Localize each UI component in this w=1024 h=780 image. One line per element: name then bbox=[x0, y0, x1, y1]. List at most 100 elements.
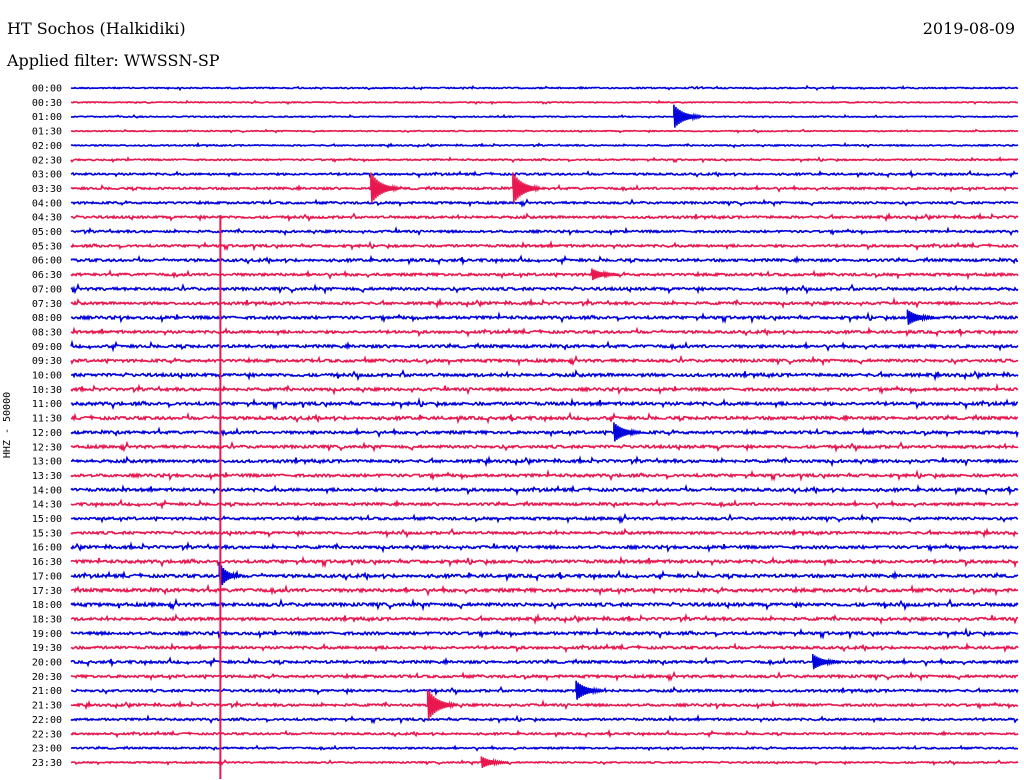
row-time-label: 08:30 bbox=[32, 327, 62, 338]
row-time-label: 19:30 bbox=[32, 643, 62, 654]
recording-date: 2019-08-09 bbox=[922, 19, 1015, 38]
event-burst bbox=[591, 268, 620, 281]
trace-row bbox=[70, 211, 1019, 223]
row-time-label: 02:30 bbox=[32, 155, 62, 166]
row-time-label: 15:00 bbox=[32, 514, 62, 525]
trace-row bbox=[70, 183, 1019, 193]
row-time-label: 11:00 bbox=[32, 399, 62, 410]
row-time-label: 08:00 bbox=[32, 313, 62, 324]
row-time-label: 21:30 bbox=[32, 701, 62, 712]
event-burst bbox=[426, 688, 456, 720]
row-time-label: 23:30 bbox=[32, 758, 62, 769]
trace-row bbox=[70, 84, 1019, 92]
trace-row bbox=[70, 569, 1019, 583]
row-time-label: 01:00 bbox=[32, 112, 62, 123]
row-time-label: 19:00 bbox=[32, 629, 62, 640]
trace-row bbox=[70, 583, 1019, 597]
trace-row bbox=[70, 541, 1019, 554]
event-burst bbox=[906, 309, 936, 325]
row-time-label: 18:30 bbox=[32, 614, 62, 625]
trace-row bbox=[70, 354, 1019, 367]
row-time-label: 07:00 bbox=[32, 284, 62, 295]
trace-row bbox=[70, 597, 1019, 612]
row-time-label: 20:00 bbox=[32, 658, 62, 669]
trace-row bbox=[70, 642, 1019, 654]
trace-row bbox=[70, 468, 1019, 482]
event-burst bbox=[370, 172, 399, 203]
trace-row bbox=[70, 685, 1019, 697]
trace-row bbox=[70, 455, 1019, 468]
trace-row bbox=[70, 254, 1019, 266]
trace-row bbox=[70, 282, 1019, 296]
row-time-label: 14:30 bbox=[32, 500, 62, 511]
row-time-label: 01:30 bbox=[32, 127, 62, 138]
row-time-label: 12:30 bbox=[32, 442, 62, 453]
filter-label: Applied filter: WWSSN-SP bbox=[7, 51, 220, 70]
event-burst bbox=[480, 756, 509, 768]
row-time-label: 14:00 bbox=[32, 485, 62, 496]
row-time-labels: 00:00 00:30 01:00 01:30 02:00 02:30 03:00 03:30… bbox=[32, 84, 62, 769]
row-time-label: 03:00 bbox=[32, 170, 62, 181]
trace-row bbox=[70, 758, 1019, 767]
trace-row bbox=[70, 141, 1019, 149]
trace-row bbox=[70, 269, 1019, 281]
trace-row bbox=[70, 527, 1019, 539]
row-time-label: 11:30 bbox=[32, 414, 62, 425]
row-time-label: 04:30 bbox=[32, 213, 62, 224]
row-time-label: 17:30 bbox=[32, 586, 62, 597]
row-time-label: 00:30 bbox=[32, 98, 62, 109]
row-time-label: 18:00 bbox=[32, 600, 62, 611]
station-title: HT Sochos (Halkidiki) bbox=[7, 19, 186, 38]
row-time-label: 06:00 bbox=[32, 256, 62, 267]
row-time-label: 22:30 bbox=[32, 729, 62, 740]
trace-row bbox=[70, 169, 1019, 179]
row-time-label: 07:30 bbox=[32, 299, 62, 310]
trace-row bbox=[70, 555, 1019, 569]
row-time-label: 17:00 bbox=[32, 571, 62, 582]
row-time-label: 03:30 bbox=[32, 184, 62, 195]
trace-row bbox=[70, 440, 1019, 453]
row-time-label: 12:00 bbox=[32, 428, 62, 439]
row-time-label: 15:30 bbox=[32, 528, 62, 539]
row-time-label: 13:30 bbox=[32, 471, 62, 482]
trace-lines bbox=[70, 84, 1019, 767]
trace-row bbox=[70, 744, 1018, 752]
trace-row bbox=[70, 156, 1018, 164]
trace-row bbox=[70, 113, 1019, 120]
event-burst bbox=[673, 104, 702, 128]
row-time-label: 21:00 bbox=[32, 686, 62, 697]
trace-row bbox=[70, 326, 1019, 338]
event-burst bbox=[613, 422, 642, 442]
trace-row bbox=[70, 339, 1019, 353]
trace-row bbox=[70, 670, 1019, 683]
trace-row bbox=[70, 512, 1019, 525]
trace-row bbox=[70, 656, 1019, 668]
row-time-label: 04:00 bbox=[32, 198, 62, 209]
row-time-label: 16:00 bbox=[32, 543, 62, 554]
event-burst bbox=[218, 561, 242, 589]
event-burst bbox=[812, 653, 841, 670]
trace-row bbox=[70, 397, 1019, 411]
trace-row bbox=[70, 483, 1019, 497]
trace-row bbox=[70, 296, 1018, 309]
row-time-label: 06:30 bbox=[32, 270, 62, 281]
event-burst bbox=[512, 172, 541, 203]
row-time-label: 02:00 bbox=[32, 141, 62, 152]
row-time-label: 09:00 bbox=[32, 342, 62, 353]
trace-row bbox=[70, 728, 1019, 739]
trace-row bbox=[70, 128, 1019, 134]
row-time-label: 13:00 bbox=[32, 457, 62, 468]
event-burst bbox=[575, 680, 604, 700]
row-time-label: 10:30 bbox=[32, 385, 62, 396]
trace-row bbox=[70, 426, 1019, 439]
row-time-label: 05:00 bbox=[32, 227, 62, 238]
row-time-label: 22:00 bbox=[32, 715, 62, 726]
row-time-label: 09:30 bbox=[32, 356, 62, 367]
trace-row bbox=[70, 498, 1019, 510]
trace-row bbox=[70, 99, 1019, 106]
trace-row bbox=[70, 612, 1018, 626]
trace-row bbox=[70, 226, 1019, 237]
row-time-label: 10:00 bbox=[32, 371, 62, 382]
